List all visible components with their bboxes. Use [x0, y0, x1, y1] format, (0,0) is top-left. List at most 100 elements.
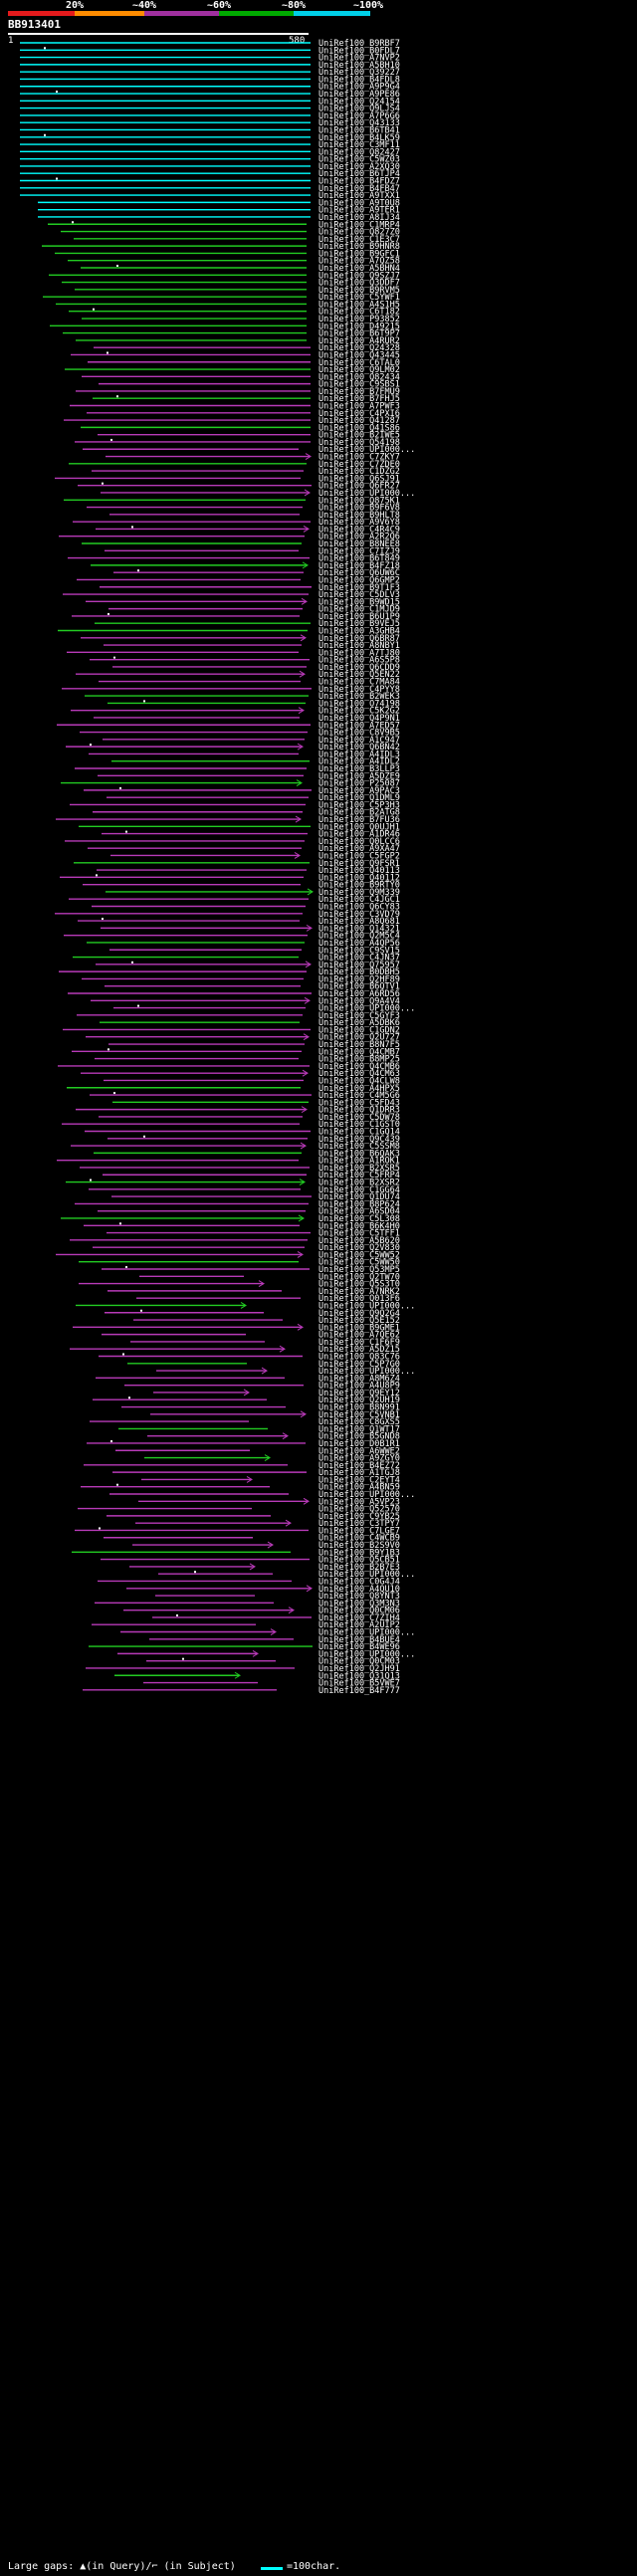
hit-name[interactable]: UniRef100_UPI000... [318, 1490, 415, 1500]
hit-name[interactable]: UniRef100_A6RD56 [318, 989, 400, 999]
hit-name[interactable]: UniRef100_P93852 [318, 315, 400, 324]
hit-name[interactable]: UniRef100_B9WD15 [318, 597, 400, 607]
hit-name[interactable]: UniRef100_C4PXI6 [318, 409, 400, 419]
hit-name[interactable]: UniRef100_Q0CM03 [318, 1657, 400, 1667]
hit-name[interactable]: UniRef100_Q2TW70 [318, 1272, 400, 1282]
hit-name[interactable]: UniRef100_Q9C439 [318, 1135, 400, 1145]
hit-name[interactable]: UniRef100_A1C947 [318, 736, 400, 746]
hit-name[interactable]: UniRef100_A8NBY1 [318, 641, 400, 651]
hit-name[interactable]: UniRef100_Q6FR27 [318, 482, 400, 492]
hit-name[interactable]: UniRef100_B4FB47 [318, 184, 400, 194]
hit-name[interactable]: UniRef100_A4HPX5 [318, 1084, 400, 1094]
hit-name[interactable]: UniRef100_Q0CM06 [318, 1607, 400, 1616]
hit-name[interactable]: UniRef100_A4QP56 [318, 939, 400, 949]
hit-name[interactable]: UniRef100_Q6SJ91 [318, 474, 400, 484]
hit-name[interactable]: UniRef100_C1MJD9 [318, 605, 400, 615]
hit-name[interactable]: UniRef100_C5SSM8 [318, 1142, 400, 1152]
hit-name[interactable]: UniRef100_Q9SZJ7 [318, 271, 400, 281]
hit-name[interactable]: UniRef100_B5VWE7 [318, 1679, 400, 1689]
hit-name[interactable]: UniRef100_B8MP25 [318, 1055, 400, 1065]
hit-name[interactable]: UniRef100_A9ZGY0 [318, 1454, 400, 1464]
hit-name[interactable]: UniRef100_Q1DML9 [318, 793, 400, 803]
hit-name[interactable]: UniRef100_B9RTY0 [318, 881, 400, 891]
hit-name[interactable]: UniRef100_C5VNB1 [318, 1410, 400, 1420]
hit-name[interactable]: UniRef100_UPI000... [318, 1649, 415, 1659]
hit-name[interactable]: UniRef100_Q5CB51 [318, 1556, 400, 1566]
hit-name[interactable]: UniRef100_Q41287 [318, 416, 400, 426]
hit-name[interactable]: UniRef100_B6K4H0 [318, 1221, 400, 1231]
hit-name[interactable]: UniRef100_Q6UW6C [318, 568, 400, 578]
hit-name[interactable]: UniRef100_Q24328 [318, 343, 400, 353]
hit-name[interactable]: UniRef100_Q9FSR1 [318, 859, 400, 869]
hit-name[interactable]: UniRef100_B8N991 [318, 1403, 400, 1413]
hit-name[interactable]: UniRef100_Q41S86 [318, 423, 400, 433]
hit-name[interactable]: UniRef100_UPI000... [318, 1367, 415, 1377]
hit-name[interactable]: UniRef100_UPI000... [318, 1570, 415, 1580]
hit-name[interactable]: UniRef100_C5GYF3 [318, 1011, 400, 1021]
hit-name[interactable]: UniRef100_Q6BR87 [318, 634, 400, 644]
hit-name[interactable]: UniRef100_C1MRP4 [318, 220, 400, 230]
hit-name[interactable]: UniRef100_C5TFF1 [318, 1229, 400, 1239]
hit-name[interactable]: UniRef100_Q4CMB7 [318, 1047, 400, 1057]
hit-name[interactable]: UniRef100_Q6BN42 [318, 743, 400, 752]
hit-name[interactable]: UniRef100_Q4CM63 [318, 1069, 400, 1079]
hit-name[interactable]: UniRef100_C1GG64 [318, 1185, 400, 1195]
hit-name[interactable]: UniRef100_Q43445 [318, 350, 400, 360]
hit-name[interactable]: UniRef100_A7QE62 [318, 1331, 400, 1341]
hit-name[interactable]: UniRef100_A9T0U8 [318, 198, 400, 208]
hit-name[interactable]: UniRef100_Q2U727 [318, 1033, 400, 1043]
hit-name[interactable]: UniRef100_A5DBK6 [318, 1018, 400, 1028]
hit-name[interactable]: UniRef100_A7NRK2 [318, 1287, 400, 1297]
hit-name[interactable]: UniRef100_Q5E152 [318, 1316, 400, 1326]
hit-name[interactable]: UniRef100_B9VEJ5 [318, 619, 400, 629]
hit-name[interactable]: UniRef100_Q875K1 [318, 496, 400, 506]
hit-name[interactable]: UniRef100_D0B1R1 [318, 1439, 400, 1449]
hit-name[interactable]: UniRef100_Q0LCC6 [318, 837, 400, 847]
hit-name[interactable]: UniRef100_A9PAC3 [318, 786, 400, 796]
hit-name[interactable]: UniRef100_Q83C76 [318, 1352, 400, 1362]
hit-name[interactable]: UniRef100_A9XA47 [318, 844, 400, 854]
hit-name[interactable]: UniRef100_C5K2G2 [318, 707, 400, 717]
hit-name[interactable]: UniRef100_Q75957 [318, 961, 400, 970]
hit-name[interactable]: UniRef100_Q4CMB6 [318, 1062, 400, 1072]
hit-name[interactable]: UniRef100_Q9LM02 [318, 365, 400, 375]
hit-name[interactable]: UniRef100_C4WCB9 [318, 1534, 400, 1544]
hit-name[interactable]: UniRef100_Q9M339 [318, 888, 400, 898]
hit-name[interactable]: UniRef100_Q43133 [318, 118, 400, 128]
hit-name[interactable]: UniRef100_Q39227 [318, 68, 400, 78]
hit-name[interactable]: UniRef100_D49215 [318, 322, 400, 331]
hit-name[interactable]: UniRef100_B2B7E3 [318, 1563, 400, 1573]
hit-name[interactable]: UniRef100_C6TAL0 [318, 358, 400, 368]
hit-name[interactable]: UniRef100_A1ROK1 [318, 1157, 400, 1167]
hit-name[interactable]: UniRef100_C7LGE7 [318, 1526, 400, 1536]
hit-name[interactable]: UniRef100_B9GME1 [318, 1323, 400, 1333]
hit-name[interactable]: UniRef100_B3LLP3 [318, 764, 400, 774]
hit-name[interactable]: UniRef100_A7NVP2 [318, 54, 400, 64]
hit-name[interactable]: UniRef100_C1E3C7 [318, 235, 400, 245]
hit-name[interactable]: UniRef100_Q8YNT3 [318, 1592, 400, 1602]
hit-name[interactable]: UniRef100_Q5EN22 [318, 670, 400, 680]
hit-name[interactable]: UniRef100_Q4P9N1 [318, 714, 400, 724]
hit-name[interactable]: UniRef100_Q2UH19 [318, 1395, 400, 1405]
hit-name[interactable]: UniRef100_A2R2Q6 [318, 533, 400, 542]
hit-name[interactable]: UniRef100_Q31Q13 [318, 1671, 400, 1681]
hit-name[interactable]: UniRef100_B0FDL7 [318, 46, 400, 56]
hit-name[interactable]: UniRef100_A4QU10 [318, 1585, 400, 1595]
hit-name[interactable]: UniRef100_B4F777 [318, 1686, 400, 1696]
hit-name[interactable]: UniRef100_C5P7G0 [318, 1360, 400, 1370]
hit-name[interactable]: UniRef100_C5WW52 [318, 1250, 400, 1260]
hit-name[interactable]: UniRef100_Q82434 [318, 372, 400, 382]
hit-name[interactable]: UniRef100_C3MF11 [318, 140, 400, 150]
hit-name[interactable]: UniRef100_B9HNR8 [318, 242, 400, 252]
hit-name[interactable]: UniRef100_B2S9V0 [318, 1541, 400, 1551]
hit-name[interactable]: UniRef100_Q2M5C4 [318, 932, 400, 942]
hit-name[interactable]: UniRef100_Q24154 [318, 97, 400, 107]
hit-name[interactable]: UniRef100_C4PYY8 [318, 685, 400, 695]
hit-name[interactable]: UniRef100_A6S5P8 [318, 656, 400, 666]
hit-name[interactable]: UniRef100_A4U8P9 [318, 1382, 400, 1392]
hit-name[interactable]: UniRef100_C4JN37 [318, 954, 400, 964]
hit-name[interactable]: UniRef100_Q2JH91 [318, 1664, 400, 1674]
hit-name[interactable]: UniRef100_C7ZDE0 [318, 460, 400, 470]
hit-name[interactable]: UniRef100_C4M5G6 [318, 1091, 400, 1101]
hit-name[interactable]: UniRef100_Q9Q2G4 [318, 1309, 400, 1319]
